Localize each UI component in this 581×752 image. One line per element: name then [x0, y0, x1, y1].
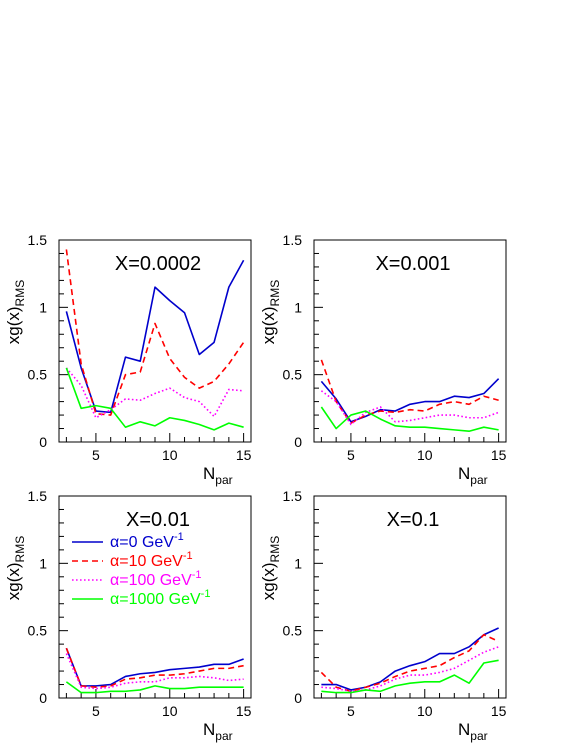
x-tick-label: 5 [347, 447, 355, 463]
x-tick-label: 5 [347, 703, 355, 719]
series-line-2 [320, 633, 499, 693]
series-line-3 [320, 390, 499, 426]
x-axis-label-main: N [203, 720, 215, 739]
x-tick-label: 5 [92, 703, 100, 719]
legend-entry: α=1000 GeV-1 [110, 588, 210, 608]
x-tick-label: 5 [92, 447, 100, 463]
series-line-1 [320, 378, 500, 423]
series-line-1 [321, 627, 499, 691]
x-tick-label: 15 [236, 703, 252, 719]
chart-panel-2: 5 10 15 0 0.5 1 1.5 Npar xg(x)RMS X=0.001 [259, 232, 507, 487]
x-axis-label-sub: par [215, 473, 232, 487]
legend-entry-exponent: -1 [192, 569, 202, 581]
y-tick-label: 0 [294, 434, 302, 450]
x-tick-label: 15 [491, 703, 507, 719]
series-line-4 [65, 367, 244, 431]
y-axis-label: xg(x)RMS [259, 536, 282, 600]
y-tick-label: 1 [39, 299, 47, 315]
y-tick-label: 0 [294, 690, 302, 706]
legend-entry-text: α=100 GeV [110, 572, 192, 589]
y-axis-label: xg(x)RMS [4, 536, 27, 600]
series-line-3 [65, 653, 244, 690]
legend-entry-exponent: -1 [174, 531, 184, 543]
x-axis-label-sub: par [215, 729, 232, 743]
x-tick-label: 10 [417, 447, 433, 463]
series-line-4 [65, 681, 244, 694]
legend: α=0 GeV-1α=10 GeV-1α=100 GeV-1α=1000 GeV… [72, 531, 210, 608]
x-axis-label-main: N [458, 720, 470, 739]
x-axis-label-main: N [203, 464, 215, 483]
chart-panel-4: 5 10 15 0 0.5 1 1.5 Npar xg(x)RMS X=0.1 [259, 488, 507, 743]
y-axis-label-main: xg(x) [259, 306, 278, 344]
y-tick-label: 1.5 [28, 488, 48, 504]
y-tick-label: 1.5 [283, 488, 303, 504]
series-line-4 [320, 406, 499, 433]
y-tick-label: 0.5 [283, 367, 303, 383]
x-axis-label-main: N [458, 464, 470, 483]
y-axis-label-sub: RMS [13, 280, 27, 307]
y-axis-label-sub: RMS [268, 280, 282, 307]
x-tick-label: 15 [236, 447, 252, 463]
legend-entry-exponent: -1 [183, 550, 193, 562]
legend-entry-text: α=10 GeV [110, 553, 183, 570]
x-axis-label: Npar [458, 720, 488, 743]
y-axis-label-main: xg(x) [4, 306, 23, 344]
panel-title: X=0.0002 [115, 253, 201, 275]
y-tick-label: 0.5 [28, 623, 48, 639]
panel-title: X=0.1 [387, 509, 440, 531]
x-axis-label: Npar [203, 720, 233, 743]
y-tick-label: 1 [294, 555, 302, 571]
series-line-3 [65, 367, 244, 419]
series-line-2 [320, 359, 499, 424]
y-tick-label: 0.5 [28, 367, 48, 383]
x-tick-label: 15 [491, 447, 507, 463]
series-line-1 [65, 259, 245, 414]
chart-panel-1: 5 10 15 0 0.5 1 1.5 Npar xg(x)RMS X=0.0002 [4, 232, 252, 487]
y-tick-label: 0 [39, 434, 47, 450]
panel-title: X=0.01 [126, 509, 190, 531]
x-tick-label: 10 [417, 703, 433, 719]
x-axis-label: Npar [203, 464, 233, 487]
x-axis-label: Npar [458, 464, 488, 487]
y-axis-label-main: xg(x) [4, 562, 23, 600]
legend-entry-text: α=0 GeV [110, 534, 174, 551]
series-line-4 [321, 659, 499, 694]
y-axis-label-main: xg(x) [259, 562, 278, 600]
x-axis-label-sub: par [470, 729, 487, 743]
series-line-2 [65, 249, 245, 416]
legend-entry: α=0 GeV-1 [110, 531, 184, 551]
y-axis-label: xg(x)RMS [4, 280, 27, 344]
panel-title: X=0.001 [375, 253, 450, 275]
y-tick-label: 0.5 [283, 623, 303, 639]
legend-entry-exponent: -1 [201, 588, 211, 600]
y-tick-label: 1 [294, 299, 302, 315]
y-axis-label-sub: RMS [13, 536, 27, 563]
series-line-1 [65, 647, 244, 687]
y-tick-label: 0 [39, 690, 47, 706]
y-tick-label: 1 [39, 555, 47, 571]
x-tick-label: 10 [162, 703, 178, 719]
series-line-2 [65, 647, 244, 689]
y-tick-label: 1.5 [28, 232, 48, 248]
x-tick-label: 10 [162, 447, 178, 463]
y-axis-label: xg(x)RMS [259, 280, 282, 344]
y-axis-label-sub: RMS [268, 536, 282, 563]
legend-entry-text: α=1000 GeV [110, 591, 201, 608]
legend-entry: α=100 GeV-1 [110, 569, 202, 589]
series-line-3 [321, 646, 499, 693]
legend-entry: α=10 GeV-1 [110, 550, 193, 570]
x-axis-label-sub: par [470, 473, 487, 487]
y-tick-label: 1.5 [283, 232, 303, 248]
